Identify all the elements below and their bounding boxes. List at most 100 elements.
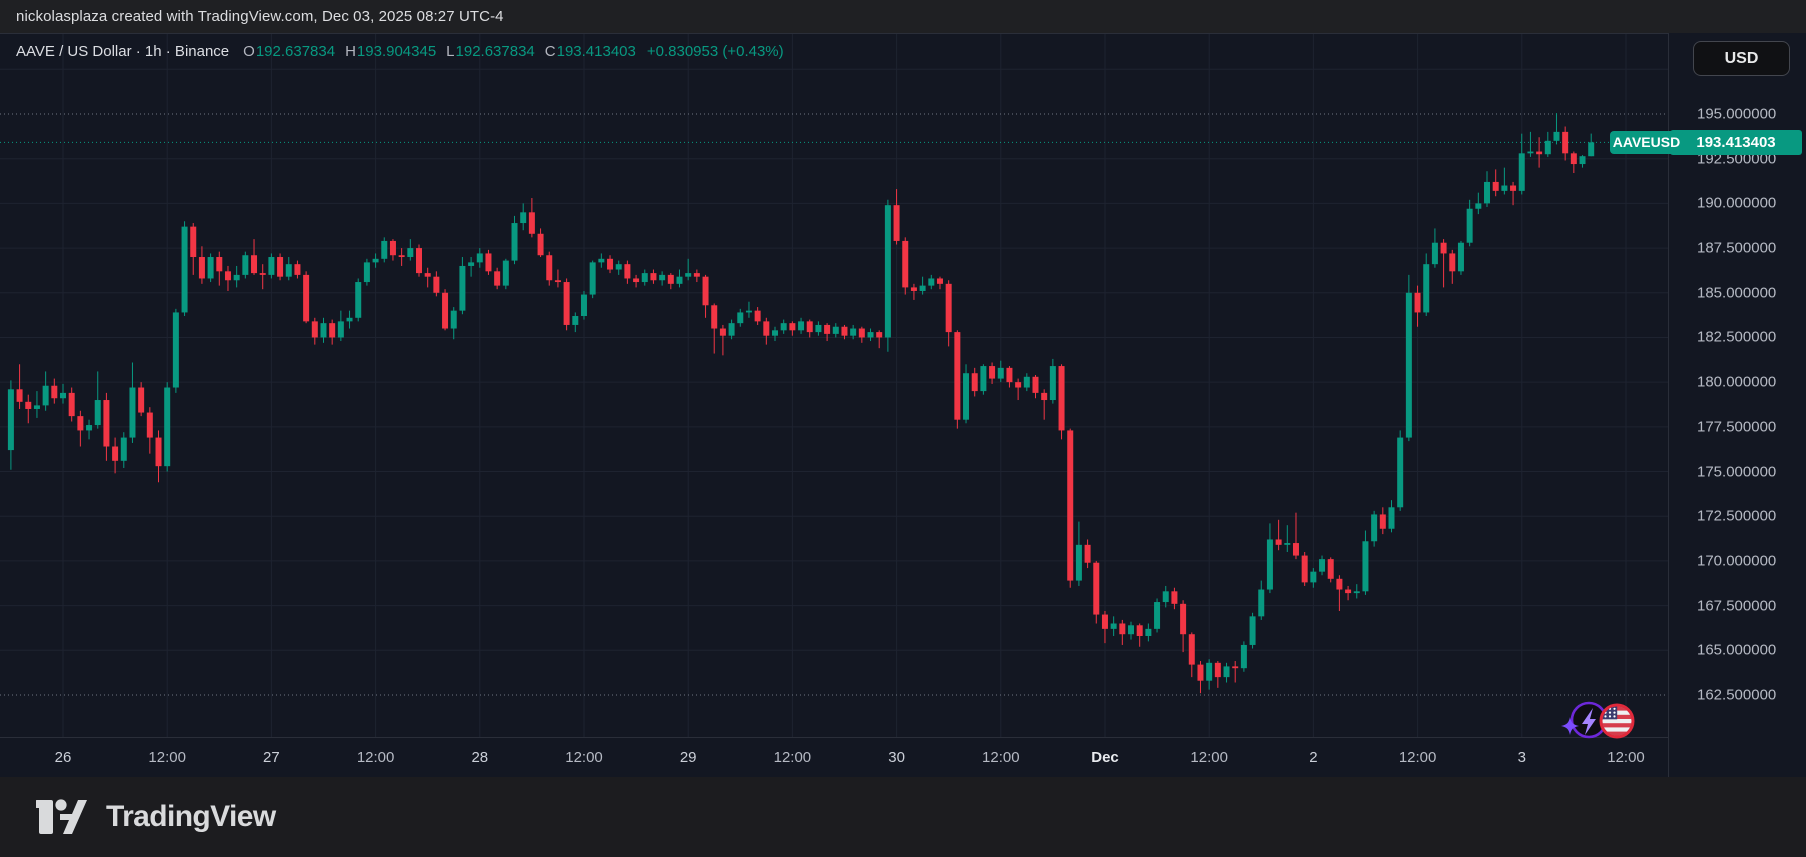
- candle-body: [311, 321, 318, 338]
- candle-body: [1171, 591, 1178, 604]
- pair-label-text: AAVEUSD: [1612, 134, 1681, 151]
- candle-body: [1041, 392, 1048, 401]
- candle-body: [763, 321, 770, 336]
- candle-body: [528, 212, 535, 234]
- candle-body: [233, 274, 240, 281]
- candle-body: [554, 280, 561, 283]
- candle-body: [633, 278, 640, 283]
- attribution-text: nickolasplaza created with TradingView.c…: [16, 8, 504, 25]
- time-axis-label: 12:00: [982, 749, 1020, 766]
- candle-body: [1466, 208, 1473, 243]
- time-axis-label: 12:00: [565, 749, 603, 766]
- candle-body: [372, 258, 379, 263]
- candle-body: [1067, 430, 1074, 581]
- candle-body: [702, 276, 709, 306]
- price-axis-label: 172.500000: [1697, 507, 1777, 525]
- candle-body: [94, 400, 101, 426]
- candle-body: [1128, 625, 1135, 635]
- candle-body: [1292, 543, 1299, 556]
- candle-body: [207, 257, 214, 279]
- candle-body: [963, 373, 970, 420]
- symbol-title[interactable]: AAVE / US Dollar · 1h · Binance: [16, 42, 230, 60]
- candle-body: [1110, 623, 1117, 629]
- price-axis-label: 195.000000: [1697, 105, 1777, 123]
- candle-body: [936, 278, 943, 284]
- candle-body: [1553, 131, 1560, 141]
- candle-body: [1188, 634, 1195, 665]
- candle-body: [1449, 253, 1456, 272]
- candle-body: [1197, 664, 1204, 681]
- footer-bar: TradingView: [0, 777, 1806, 857]
- candle-body: [1049, 366, 1056, 401]
- price-axis-label: 177.500000: [1697, 418, 1777, 436]
- price-axis-label: 182.500000: [1697, 328, 1777, 346]
- candlestick-canvas[interactable]: [0, 33, 1668, 737]
- candle-body: [737, 312, 744, 324]
- candle-body: [1414, 292, 1421, 313]
- candle-body: [580, 294, 587, 317]
- candle-body: [129, 387, 136, 438]
- candle-body: [546, 255, 553, 281]
- candle-body: [1032, 376, 1039, 393]
- candle-body: [1023, 376, 1030, 388]
- candle-body: [1119, 623, 1126, 635]
- ohlc-stat: C193.413403: [544, 42, 636, 60]
- candle-body: [198, 257, 205, 279]
- candle-body: [320, 323, 327, 338]
- candle-body: [1579, 156, 1586, 165]
- candle-body: [416, 248, 423, 274]
- candle-body: [676, 276, 683, 284]
- price-axis[interactable]: 195.000000 192.500000 190.000000 187.500000…: [1668, 33, 1806, 777]
- candle-body: [876, 332, 883, 338]
- ohlc-stat: L192.637834: [446, 42, 535, 60]
- candle-body: [251, 255, 258, 274]
- candle-body: [659, 274, 666, 281]
- candle-body: [954, 332, 961, 420]
- candle-body: [719, 328, 726, 336]
- candle-body: [68, 392, 75, 417]
- currency-button[interactable]: USD: [1693, 41, 1790, 76]
- candle-body: [120, 437, 127, 461]
- candle-body: [1484, 181, 1491, 204]
- candle-body: [650, 273, 657, 281]
- candle-body: [745, 310, 752, 313]
- candle-body: [711, 305, 718, 329]
- candle-body: [1101, 614, 1108, 629]
- candle-body: [42, 385, 49, 406]
- candle-body: [59, 392, 66, 399]
- candle-body: [902, 240, 909, 288]
- candle-body: [285, 264, 292, 277]
- candle-body: [1206, 662, 1213, 681]
- candle-body: [1518, 153, 1525, 191]
- time-axis-label: 12:00: [356, 749, 395, 766]
- time-axis[interactable]: 26 12:00 27 12:00 28 12:00 29 12:00 30 12:00 Dec 12…: [0, 737, 1668, 777]
- ohlc-stats: O192.637834 H193.904345 L192.637834 C193.41…: [243, 43, 646, 60]
- candle-body: [1058, 366, 1065, 431]
- candle-body: [1536, 151, 1543, 155]
- currency-button-label: USD: [1724, 49, 1759, 67]
- candle-body: [346, 317, 353, 322]
- candle-body: [667, 274, 674, 284]
- candle-body: [1588, 142, 1595, 157]
- candle-body: [389, 240, 396, 256]
- candle-body: [928, 278, 935, 286]
- attribution-bar: nickolasplaza created with TradingView.c…: [0, 0, 1806, 33]
- candle-body: [1249, 616, 1256, 645]
- tradingview-logo[interactable]: TradingView: [36, 795, 276, 839]
- candle-body: [641, 273, 648, 283]
- time-axis-label: 30: [888, 749, 905, 766]
- candle-body: [728, 323, 735, 336]
- candle-body: [1266, 539, 1273, 590]
- candle-body: [971, 373, 978, 392]
- candle-body: [1301, 555, 1308, 583]
- candle-body: [1397, 437, 1404, 508]
- candle-body: [224, 271, 231, 281]
- candle-body: [329, 323, 336, 338]
- candle-body: [259, 273, 266, 275]
- candle-body: [572, 316, 579, 325]
- chart-pane[interactable]: [0, 33, 1668, 737]
- candle-body: [1362, 541, 1369, 592]
- candle-body: [945, 283, 952, 333]
- candle-body: [485, 253, 492, 272]
